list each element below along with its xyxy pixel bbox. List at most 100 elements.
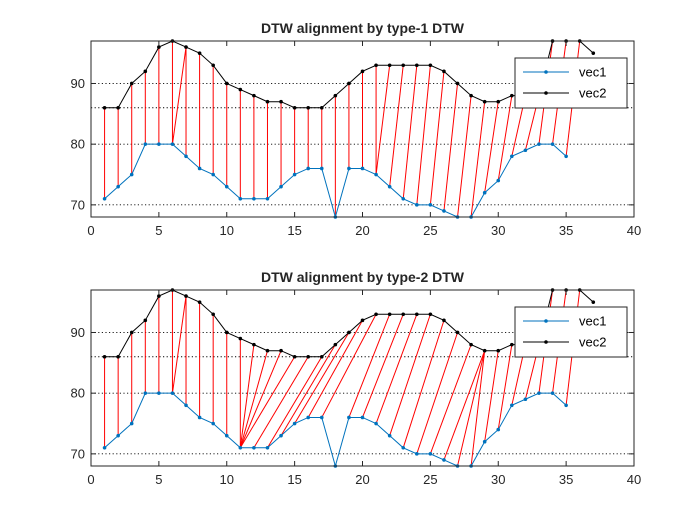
alignment-line — [402, 320, 445, 448]
y-tick-label: 70 — [71, 446, 85, 461]
data-point-vec2 — [102, 105, 107, 110]
data-point-vec1 — [537, 142, 541, 146]
alignment-line — [294, 332, 350, 424]
data-point-vec2 — [265, 99, 270, 104]
data-point-vec1 — [211, 172, 215, 177]
legend-label-vec2: vec2 — [579, 335, 606, 350]
data-point-vec1 — [224, 184, 229, 189]
x-tick-label: 5 — [155, 223, 162, 238]
data-point-vec2 — [224, 330, 229, 335]
data-point-vec1 — [129, 172, 134, 177]
data-point-vec1 — [564, 154, 568, 159]
data-point-vec2 — [469, 342, 473, 347]
data-point-vec2 — [455, 81, 460, 86]
data-point-vec2 — [292, 105, 297, 110]
data-point-vec1 — [143, 142, 148, 146]
data-point-vec1 — [292, 172, 297, 177]
data-point-vec1 — [265, 445, 270, 450]
data-point-vec2 — [428, 63, 433, 68]
data-point-vec2 — [401, 63, 406, 68]
chart-panel-1: DTW alignment by type-1 DTW 0 5 10 15 20 25 30 3… — [71, 20, 642, 238]
data-point-vec1 — [279, 433, 283, 438]
data-point-vec2 — [184, 294, 188, 298]
data-point-vec2 — [360, 69, 365, 74]
data-point-vec1 — [523, 397, 528, 402]
data-point-vec2 — [252, 342, 256, 347]
data-point-vec2 — [347, 330, 351, 335]
data-point-vec2 — [102, 354, 107, 359]
alignment-line — [429, 344, 472, 455]
data-point-vec1 — [129, 421, 134, 426]
alignment-line — [457, 350, 486, 467]
data-point-vec2 — [347, 81, 351, 86]
x-tick-label: 15 — [287, 223, 301, 238]
data-point-vec1 — [197, 166, 202, 171]
data-point-vec1 — [415, 452, 419, 456]
data-point-vec2 — [496, 348, 501, 353]
data-point-vec1 — [238, 445, 243, 450]
data-point-vec2 — [333, 342, 338, 347]
alignment-line — [239, 350, 268, 448]
data-point-vec1 — [224, 433, 229, 438]
data-point-vec1 — [170, 142, 175, 146]
data-point-vec2 — [591, 300, 596, 304]
data-point-vec2 — [319, 354, 324, 359]
legend-marker-vec1 — [544, 70, 548, 74]
data-point-vec2 — [387, 63, 392, 68]
alignment-line — [497, 95, 513, 181]
data-point-vec2 — [143, 69, 148, 74]
alignment-line — [239, 350, 282, 448]
alignment-line — [470, 350, 486, 467]
x-tick-label: 35 — [559, 472, 573, 487]
data-point-vec1 — [157, 142, 161, 146]
legend-label-vec1: vec1 — [579, 65, 606, 80]
data-point-vec1 — [415, 203, 419, 207]
x-tick-label: 5 — [155, 472, 162, 487]
data-point-vec2 — [387, 312, 392, 317]
alignment-line — [389, 65, 404, 187]
data-point-vec2 — [360, 318, 365, 323]
legend-marker-vec1 — [544, 319, 548, 323]
data-point-vec1 — [360, 166, 365, 171]
chart-title: DTW alignment by type-1 DTW — [261, 20, 465, 36]
x-tick-label: 30 — [491, 472, 505, 487]
data-point-vec2 — [143, 318, 148, 323]
data-point-vec1 — [102, 196, 107, 201]
data-point-vec1 — [550, 142, 555, 146]
legend: vec1 vec2 — [514, 57, 628, 109]
x-tick-label: 40 — [627, 223, 641, 238]
alignment-line — [389, 314, 431, 436]
alignment-line — [497, 344, 513, 430]
data-point-vec2 — [510, 342, 514, 347]
data-point-vec1 — [306, 415, 311, 420]
data-point-vec1 — [170, 391, 175, 395]
data-point-vec1 — [252, 196, 256, 201]
data-point-vec2 — [415, 312, 419, 317]
data-point-vec2 — [442, 69, 446, 74]
data-point-vec1 — [211, 421, 215, 426]
data-point-vec1 — [347, 415, 351, 420]
chart-title: DTW alignment by type-2 DTW — [261, 269, 465, 285]
data-point-vec2 — [469, 93, 473, 98]
data-point-vec1 — [428, 452, 433, 456]
data-point-vec1 — [496, 178, 501, 183]
legend-box — [514, 306, 628, 358]
data-point-vec2 — [211, 312, 215, 317]
x-tick-label: 0 — [87, 223, 94, 238]
x-tick-label: 25 — [423, 472, 437, 487]
data-point-vec1 — [306, 166, 311, 171]
data-point-vec2 — [401, 312, 406, 317]
alignment-line — [457, 95, 472, 218]
data-point-vec1 — [116, 184, 120, 189]
data-point-vec1 — [374, 421, 378, 426]
data-point-vec1 — [442, 458, 446, 462]
data-point-vec1 — [265, 196, 270, 201]
x-tick-label: 25 — [423, 223, 437, 238]
data-point-vec2 — [279, 348, 283, 353]
data-point-vec1 — [374, 172, 378, 177]
data-point-vec1 — [442, 209, 446, 213]
alignment-line — [429, 71, 445, 205]
legend-marker-vec2 — [544, 340, 548, 344]
alignment-line — [171, 295, 187, 394]
